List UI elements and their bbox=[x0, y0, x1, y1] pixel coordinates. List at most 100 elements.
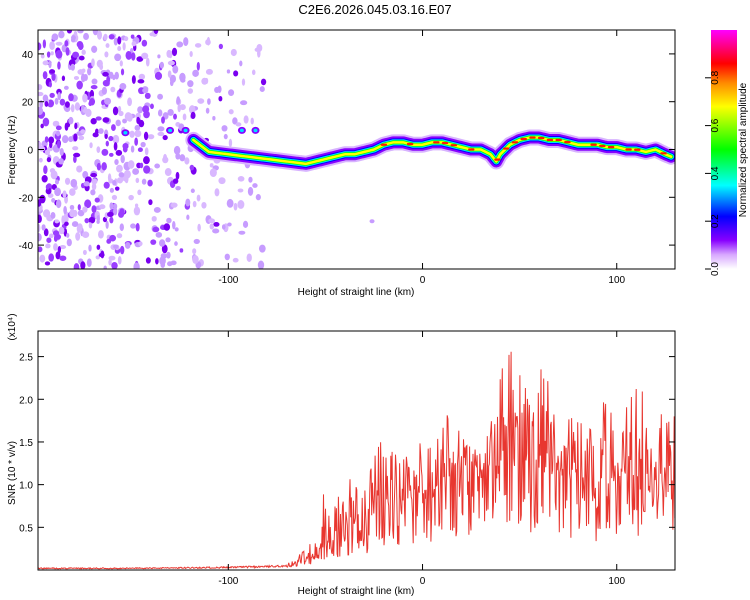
spectrogram-noise-blob bbox=[123, 36, 129, 42]
snr-x-ticks: -100 0 100 bbox=[218, 331, 626, 587]
spectrogram-noise-blob bbox=[120, 68, 125, 76]
spectrogram-noise-blob bbox=[170, 202, 178, 208]
spectrogram-noise-blob bbox=[113, 203, 118, 210]
spectrogram-noise-blob bbox=[186, 214, 190, 220]
spectrogram-noise-blob bbox=[42, 117, 50, 127]
spectrogram-noise-blob bbox=[237, 176, 245, 182]
spectrogram-noise-blob bbox=[136, 116, 141, 125]
spectrogram-noise-blob bbox=[114, 186, 120, 191]
spectrogram-noise-blob bbox=[38, 223, 41, 233]
spectrogram-noise-blob bbox=[162, 135, 168, 141]
spectrogram-noise-blob bbox=[167, 109, 174, 116]
spectrogram-noise-blob bbox=[205, 107, 210, 114]
spectrogram-noise-blob bbox=[81, 104, 85, 110]
spectrogram-noise-blob bbox=[218, 43, 223, 50]
spectrogram-noise-blob bbox=[260, 78, 267, 86]
spectrogram-noise-blob bbox=[87, 67, 92, 76]
spectrogram-noise-blob bbox=[243, 115, 249, 124]
spectrogram-noise-blob bbox=[58, 158, 64, 165]
spectrogram-noise-blob bbox=[53, 243, 58, 251]
colorbar-tick-label: 0.0 bbox=[710, 262, 721, 276]
spectrogram-noise-blob bbox=[52, 120, 60, 127]
spectrogram-noise-blob bbox=[48, 81, 52, 88]
spectrogram-noise-blob bbox=[102, 71, 109, 77]
spectrogram-noise-blob bbox=[201, 77, 208, 85]
spectrogram-noise-blob bbox=[114, 71, 119, 80]
spectrogram-y-tick-label: 20 bbox=[22, 98, 34, 109]
spectrogram-noise-blob bbox=[167, 70, 172, 78]
spectrogram-noise-blob bbox=[52, 230, 60, 236]
spectrogram-noise-blob bbox=[101, 148, 109, 156]
spectrogram-noise-blob bbox=[76, 80, 83, 90]
spectrogram-feature-core bbox=[183, 128, 188, 133]
spectrogram-noise-blob bbox=[83, 32, 89, 41]
spectrogram-noise-blob bbox=[91, 45, 98, 53]
spectrogram-noise-blob bbox=[238, 230, 246, 235]
spectrogram-noise-blob bbox=[134, 203, 139, 208]
spectrogram-noise-blob bbox=[131, 41, 137, 47]
spectrogram-noise-blob bbox=[155, 231, 163, 238]
spectrogram-noise-blob bbox=[242, 220, 249, 228]
spectrogram-noise-blob bbox=[194, 43, 202, 48]
spectrogram-noise-blob bbox=[171, 47, 178, 57]
spectrogram-noise-blob bbox=[106, 238, 112, 244]
spectrogram-noise-blob bbox=[63, 215, 69, 223]
spectrogram-noise-blob bbox=[166, 251, 171, 259]
spectrogram-noise-blob bbox=[130, 145, 135, 153]
spectrogram-noise-blob bbox=[157, 131, 165, 137]
spectrogram-noise-blob bbox=[127, 160, 135, 169]
spectrogram-noise-blob bbox=[42, 60, 49, 66]
spectrogram-noise-blob bbox=[50, 51, 54, 56]
spectrogram-noise-blob bbox=[51, 198, 56, 203]
spectrogram-noise-blob bbox=[42, 39, 47, 49]
spectrogram-noise-blob bbox=[115, 119, 121, 127]
spectrogram-noise-blob bbox=[38, 84, 43, 91]
spectrogram-noise-blob bbox=[39, 254, 46, 263]
spectrogram-noise-blob bbox=[150, 239, 157, 245]
spectrogram-noise-blob bbox=[98, 230, 104, 239]
spectrogram-noise-blob bbox=[119, 223, 124, 232]
spectrogram-noise-blob bbox=[38, 91, 44, 97]
spectrogram-noise-blob bbox=[212, 228, 220, 234]
spectrogram-noise-blob bbox=[38, 106, 44, 116]
spectrogram-noise-blob bbox=[179, 154, 186, 162]
spectrogram-noise-blob bbox=[113, 141, 118, 151]
spectrogram-noise-blob bbox=[122, 42, 126, 51]
spectrogram-noise-blob bbox=[161, 116, 165, 124]
colorbar-gradient bbox=[711, 30, 737, 269]
spectrogram-noise-blob bbox=[40, 123, 44, 129]
spectrogram-noise-blob bbox=[151, 215, 157, 222]
spectrogram-noise-blob bbox=[224, 253, 230, 261]
spectrogram-y-axis-label: Frequency (Hz) bbox=[7, 116, 18, 185]
spectrogram-panel: -100 0 100 -40 -20 0 20 40 Height of straight … bbox=[7, 29, 676, 298]
snr-multiplier-label: (x10⁴) bbox=[7, 313, 18, 340]
spectrogram-noise-blob bbox=[73, 263, 80, 269]
spectrogram-noise-blob bbox=[66, 232, 70, 238]
spectrogram-noise-blob bbox=[153, 206, 161, 213]
spectrogram-noise-blob bbox=[63, 205, 67, 215]
spectrogram-noise-blob bbox=[137, 189, 142, 196]
spectrogram-noise-blob bbox=[192, 200, 197, 208]
spectrogram-noise-blob bbox=[78, 135, 85, 141]
spectrogram-noise-blob bbox=[174, 227, 179, 232]
spectrogram-noise-blob bbox=[221, 125, 228, 132]
spectrogram-noise-blob bbox=[233, 70, 239, 77]
spectrogram-noise-blob bbox=[185, 198, 191, 207]
spectrogram-noise-blob bbox=[43, 228, 49, 237]
snr-y-axis-label: SNR (10 * v/v) bbox=[7, 441, 18, 505]
spectrogram-noise-blob bbox=[135, 223, 140, 232]
spectrogram-noise-blob bbox=[82, 249, 87, 256]
spectrogram-heatmap bbox=[38, 30, 675, 269]
spectrogram-noise-blob bbox=[70, 104, 75, 113]
spectrogram-noise-blob bbox=[142, 87, 149, 94]
spectrogram-noise-blob bbox=[66, 30, 72, 34]
spectrogram-noise-blob bbox=[163, 223, 171, 231]
spectrogram-noise-blob bbox=[109, 216, 114, 224]
spectrogram-noise-blob bbox=[73, 155, 77, 163]
spectrogram-noise-blob bbox=[54, 219, 60, 224]
spectrogram-y-ticks: -40 -20 0 20 40 bbox=[19, 50, 675, 252]
spectrogram-noise-blob bbox=[187, 88, 194, 94]
spectrogram-noise-blob bbox=[66, 238, 72, 247]
spectrogram-noise-blob bbox=[119, 245, 125, 255]
spectrogram-noise-blob bbox=[165, 237, 171, 243]
